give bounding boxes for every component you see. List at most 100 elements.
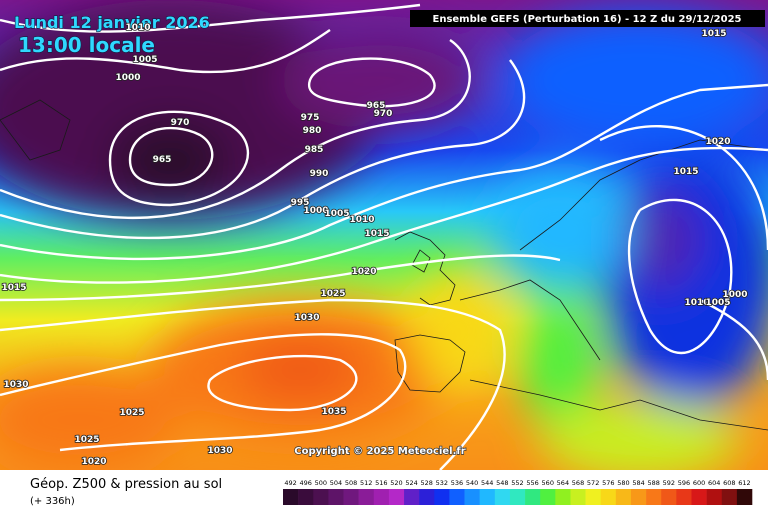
isobar-label: 1020 bbox=[351, 267, 376, 277]
colorbar-label: 508 bbox=[345, 479, 357, 487]
colorbar-label: 588 bbox=[647, 479, 659, 487]
isobar-label: 965 bbox=[153, 155, 172, 165]
colorbar-swatch bbox=[585, 489, 602, 505]
colorbar-label: 568 bbox=[572, 479, 584, 487]
colorbar-label: 572 bbox=[587, 479, 599, 487]
colorbar-swatch bbox=[479, 489, 496, 505]
colorbar-swatch bbox=[373, 489, 390, 505]
isobar-label: 1020 bbox=[705, 137, 730, 147]
colorbar-label: 580 bbox=[617, 479, 629, 487]
colorbar-label: 604 bbox=[708, 479, 720, 487]
colorbar-label: 612 bbox=[738, 479, 750, 487]
colorbar-label: 608 bbox=[723, 479, 735, 487]
colorbar-swatch bbox=[600, 489, 617, 505]
colorbar-swatch bbox=[540, 489, 556, 505]
isobar-label: 980 bbox=[303, 126, 322, 136]
isobar-label: 1000 bbox=[722, 290, 747, 300]
isobar-label: 975 bbox=[301, 113, 320, 123]
colorbar-swatch bbox=[434, 489, 450, 505]
colorbar-swatch bbox=[721, 489, 738, 505]
colorbar-label: 596 bbox=[678, 479, 690, 487]
colorbar-label: 504 bbox=[330, 479, 342, 487]
isobar-label: 1015 bbox=[701, 29, 726, 39]
colorbar-swatch bbox=[298, 489, 314, 505]
header-box bbox=[410, 10, 765, 27]
isobar-label: 1030 bbox=[207, 446, 232, 456]
colorbar-label: 544 bbox=[481, 479, 493, 487]
colorbar-label: 524 bbox=[405, 479, 417, 487]
colorbar-label: 556 bbox=[526, 479, 538, 487]
colorbar-swatch bbox=[388, 489, 405, 505]
colorbar-swatch bbox=[630, 489, 647, 505]
time-title: 13:00 locale bbox=[18, 33, 155, 57]
isobar-label: 1030 bbox=[294, 313, 319, 323]
colorbar-label: 516 bbox=[375, 479, 387, 487]
colorbar-swatch bbox=[646, 489, 662, 505]
colorbar-label: 492 bbox=[284, 479, 296, 487]
isobar-label: 970 bbox=[171, 118, 190, 128]
isobar-label: 1025 bbox=[320, 289, 345, 299]
colorbar-swatch bbox=[313, 489, 329, 505]
colorbar-swatch bbox=[691, 489, 707, 505]
colorbar-label: 576 bbox=[602, 479, 614, 487]
colorbar-label: 584 bbox=[632, 479, 644, 487]
isobar-label: 1015 bbox=[1, 283, 26, 293]
isobar-label: 1035 bbox=[321, 407, 346, 417]
isobar-label: 1000 bbox=[115, 73, 140, 83]
parameter-label: Géop. Z500 & pression au sol bbox=[30, 477, 222, 492]
isobar-label: 985 bbox=[305, 145, 324, 155]
colorbar-swatch bbox=[736, 489, 753, 505]
isobar-label: 1005 bbox=[705, 298, 730, 308]
colorbar-swatch bbox=[358, 489, 375, 505]
isobar-label: 1010 bbox=[125, 23, 150, 33]
colorbar-label: 512 bbox=[360, 479, 372, 487]
coastlines bbox=[0, 99, 768, 431]
colorbar-label: 600 bbox=[693, 479, 705, 487]
colorbar-swatch bbox=[283, 489, 299, 505]
isobars bbox=[0, 3, 768, 471]
isobar-label: 1000 bbox=[303, 206, 328, 216]
colorbar-swatch bbox=[509, 489, 526, 505]
colorbar-swatch bbox=[343, 489, 359, 505]
geopotential-field bbox=[0, 0, 768, 480]
colorbar-swatch bbox=[404, 489, 420, 505]
colorbar-label: 536 bbox=[451, 479, 463, 487]
colorbar-swatch bbox=[676, 489, 692, 505]
colorbar-swatch bbox=[419, 489, 435, 505]
colorbar-label: 552 bbox=[511, 479, 523, 487]
isobar-label: 970 bbox=[374, 109, 393, 119]
colorbar-label: 496 bbox=[299, 479, 311, 487]
colorbar-swatch bbox=[525, 489, 541, 505]
date-title: Lundi 12 janvier 2026 bbox=[14, 13, 210, 32]
isobar-label: 1030 bbox=[3, 380, 28, 390]
lead-time: (+ 336h) bbox=[30, 496, 75, 507]
colorbar-swatch bbox=[328, 489, 344, 505]
isobar-label: 995 bbox=[291, 198, 310, 208]
colorbar-swatch bbox=[615, 489, 632, 505]
isobar-label: 965 bbox=[367, 101, 386, 111]
colorbar-label: 560 bbox=[542, 479, 554, 487]
colorbar-swatch bbox=[555, 489, 571, 505]
colorbar-label: 500 bbox=[315, 479, 327, 487]
model-header: Ensemble GEFS (Perturbation 16) - 12 Z d… bbox=[433, 14, 742, 25]
colorbar-swatch bbox=[570, 489, 586, 505]
colorbar-swatch bbox=[706, 489, 723, 505]
isobar-label: 1015 bbox=[673, 167, 698, 177]
isobar-label: 1005 bbox=[132, 55, 157, 65]
colorbar-label: 540 bbox=[466, 479, 478, 487]
isobar-label: 1025 bbox=[119, 408, 144, 418]
colorbar-swatch bbox=[449, 489, 465, 505]
colorbar-swatch bbox=[464, 489, 480, 505]
isobar-label: 1010 bbox=[349, 215, 374, 225]
colorbar: 492 496 500 504 508 512 516 520 524 528 532 536 540 5… bbox=[283, 479, 753, 505]
colorbar-swatch bbox=[494, 489, 511, 505]
isobar-label: 1015 bbox=[364, 229, 389, 239]
isobar-label: 1010 bbox=[684, 298, 709, 308]
colorbar-label: 520 bbox=[390, 479, 402, 487]
isobar-label: 990 bbox=[310, 169, 329, 179]
isobar-label: 1005 bbox=[324, 209, 349, 219]
isobar-label: 1025 bbox=[74, 435, 99, 445]
isobar-labels: 1010100510009709659659709759809859909951… bbox=[1, 22, 749, 468]
colorbar-label: 548 bbox=[496, 479, 508, 487]
